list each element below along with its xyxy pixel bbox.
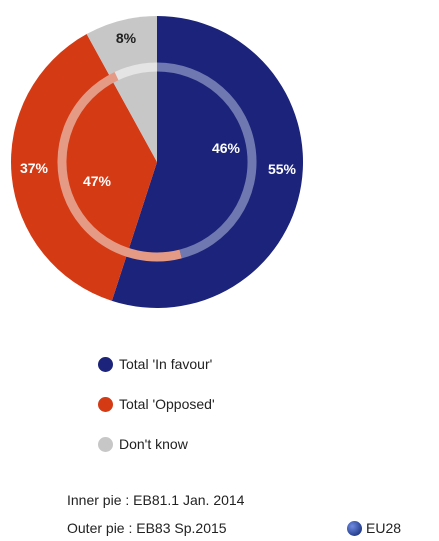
- legend-item-dont-know: Don't know: [98, 424, 215, 464]
- outer-slice-total-in-favour: [111, 16, 304, 309]
- outer-label-don-t-know: 8%: [116, 30, 137, 46]
- opposed-swatch-icon: [98, 396, 113, 412]
- inner-pie: [57, 62, 257, 262]
- eu-globe-icon: [347, 520, 362, 536]
- inner-slice-total-opposed: [57, 71, 182, 262]
- data-labels: 55% 37% 8% 46% 47%: [20, 30, 297, 189]
- outer-slice-don-t-know: [86, 16, 157, 162]
- outer-slice-total-opposed: [11, 34, 158, 301]
- outer-pie: [11, 16, 304, 309]
- pie-chart: 55% 37% 8% 46% 47%: [11, 16, 304, 309]
- outer-label-total-opposed: 37%: [20, 160, 49, 176]
- legend-label: Don't know: [119, 436, 188, 452]
- inner-slice-total-in-favour: [156, 62, 257, 259]
- legend: Total 'In favour' Total 'Opposed' Don't …: [98, 344, 215, 464]
- dont-know-swatch-icon: [98, 436, 113, 452]
- legend-label: Total 'In favour': [119, 356, 213, 372]
- region-text: EU28: [366, 520, 402, 536]
- legend-label: Total 'Opposed': [119, 396, 215, 412]
- inner-slice-don-t-know: [114, 62, 158, 81]
- legend-item-opposed: Total 'Opposed': [98, 384, 215, 424]
- outer-label-total-in-favour: 55%: [268, 161, 297, 177]
- outer-pie-footnote: Outer pie : EB83 Sp.2015: [67, 520, 227, 536]
- inner-pie-footnote: Inner pie : EB81.1 Jan. 2014: [67, 492, 245, 508]
- in-favour-swatch-icon: [98, 356, 113, 372]
- legend-item-in-favour: Total 'In favour': [98, 344, 215, 384]
- region-label: EU28: [347, 520, 401, 536]
- inner-label-total-in-favour: 46%: [212, 140, 241, 156]
- inner-label-total-opposed: 47%: [83, 173, 112, 189]
